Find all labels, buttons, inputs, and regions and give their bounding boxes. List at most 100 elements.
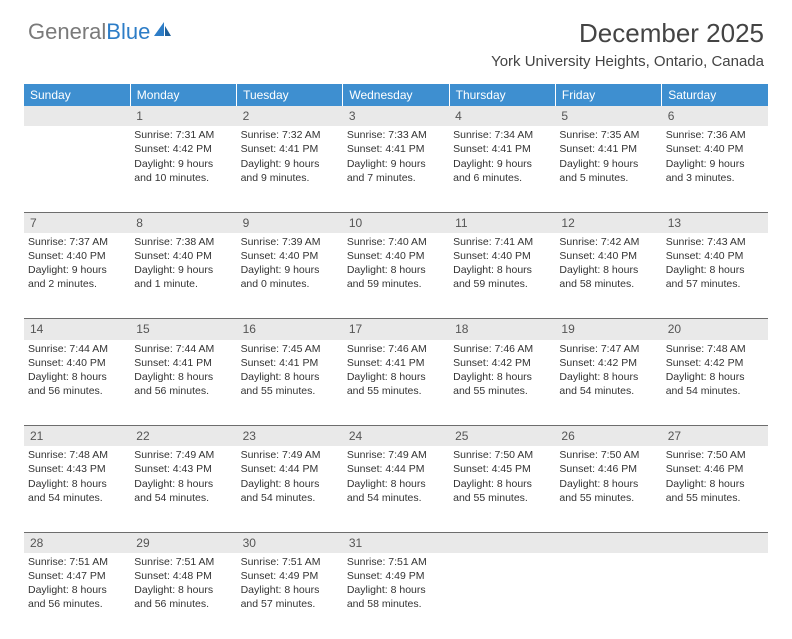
logo-sail-icon <box>152 18 172 44</box>
day-number-row: 21222324252627 <box>24 426 768 447</box>
day-info-line: Sunrise: 7:50 AM <box>559 448 657 462</box>
day-info-line: Sunset: 4:40 PM <box>134 249 232 263</box>
day-info-line: and 54 minutes. <box>134 491 232 505</box>
day-info-line: and 55 minutes. <box>241 384 339 398</box>
day-info-line: Sunset: 4:49 PM <box>347 569 445 583</box>
calendar-table: Sunday Monday Tuesday Wednesday Thursday… <box>24 84 768 639</box>
day-info-line: Daylight: 8 hours <box>666 263 764 277</box>
weekday-header: Friday <box>555 84 661 106</box>
day-info-line: Sunset: 4:42 PM <box>559 356 657 370</box>
day-info-line: Daylight: 9 hours <box>559 157 657 171</box>
day-info-line: and 54 minutes. <box>241 491 339 505</box>
day-body-cell <box>24 126 130 212</box>
day-info-line: Daylight: 9 hours <box>453 157 551 171</box>
day-info-line: and 58 minutes. <box>347 597 445 611</box>
day-info-line: Sunrise: 7:44 AM <box>28 342 126 356</box>
weekday-header: Sunday <box>24 84 130 106</box>
day-info-line: Sunrise: 7:42 AM <box>559 235 657 249</box>
day-body-cell <box>662 553 768 639</box>
day-info-line: and 7 minutes. <box>347 171 445 185</box>
day-number-cell: 20 <box>662 319 768 340</box>
day-number-cell: 26 <box>555 426 661 447</box>
day-body-cell: Sunrise: 7:51 AMSunset: 4:49 PMDaylight:… <box>237 553 343 639</box>
day-info-line: Sunrise: 7:41 AM <box>453 235 551 249</box>
day-number-cell: 9 <box>237 212 343 233</box>
weekday-header-row: Sunday Monday Tuesday Wednesday Thursday… <box>24 84 768 106</box>
day-info-line: Daylight: 9 hours <box>134 263 232 277</box>
day-body-cell: Sunrise: 7:35 AMSunset: 4:41 PMDaylight:… <box>555 126 661 212</box>
day-info-line: Sunset: 4:43 PM <box>134 462 232 476</box>
day-info-line: Sunrise: 7:49 AM <box>134 448 232 462</box>
day-info-line: Sunset: 4:41 PM <box>241 356 339 370</box>
day-info-line: Daylight: 8 hours <box>134 583 232 597</box>
day-info-line: Daylight: 8 hours <box>666 477 764 491</box>
day-info-line: Sunset: 4:44 PM <box>241 462 339 476</box>
day-info-line: Daylight: 9 hours <box>241 157 339 171</box>
day-number-cell: 27 <box>662 426 768 447</box>
day-info-line: Daylight: 8 hours <box>453 370 551 384</box>
day-body-cell: Sunrise: 7:46 AMSunset: 4:42 PMDaylight:… <box>449 340 555 426</box>
day-body-cell: Sunrise: 7:45 AMSunset: 4:41 PMDaylight:… <box>237 340 343 426</box>
day-body-cell: Sunrise: 7:43 AMSunset: 4:40 PMDaylight:… <box>662 233 768 319</box>
day-info-line: Daylight: 8 hours <box>347 263 445 277</box>
day-number-cell: 13 <box>662 212 768 233</box>
day-info-line: Sunset: 4:40 PM <box>241 249 339 263</box>
day-number-cell: 29 <box>130 532 236 553</box>
day-info-line: and 55 minutes. <box>666 491 764 505</box>
day-info-line: Sunset: 4:47 PM <box>28 569 126 583</box>
day-info-line: Sunset: 4:41 PM <box>134 356 232 370</box>
day-number-cell: 6 <box>662 106 768 126</box>
day-body-cell: Sunrise: 7:49 AMSunset: 4:44 PMDaylight:… <box>237 446 343 532</box>
day-info-line: and 55 minutes. <box>347 384 445 398</box>
day-info-line: and 54 minutes. <box>559 384 657 398</box>
day-info-line: Sunrise: 7:50 AM <box>453 448 551 462</box>
day-info-line: Daylight: 8 hours <box>347 583 445 597</box>
day-body-cell: Sunrise: 7:32 AMSunset: 4:41 PMDaylight:… <box>237 126 343 212</box>
day-info-line: and 59 minutes. <box>347 277 445 291</box>
day-body-row: Sunrise: 7:48 AMSunset: 4:43 PMDaylight:… <box>24 446 768 532</box>
day-body-row: Sunrise: 7:37 AMSunset: 4:40 PMDaylight:… <box>24 233 768 319</box>
day-body-cell: Sunrise: 7:47 AMSunset: 4:42 PMDaylight:… <box>555 340 661 426</box>
day-body-cell: Sunrise: 7:46 AMSunset: 4:41 PMDaylight:… <box>343 340 449 426</box>
day-info-line: Sunrise: 7:34 AM <box>453 128 551 142</box>
day-info-line: Daylight: 8 hours <box>347 370 445 384</box>
day-info-line: Sunrise: 7:39 AM <box>241 235 339 249</box>
day-body-cell: Sunrise: 7:48 AMSunset: 4:43 PMDaylight:… <box>24 446 130 532</box>
day-info-line: and 55 minutes. <box>453 384 551 398</box>
day-info-line: Sunrise: 7:51 AM <box>134 555 232 569</box>
day-number-cell: 8 <box>130 212 236 233</box>
day-info-line: Sunrise: 7:38 AM <box>134 235 232 249</box>
day-body-cell: Sunrise: 7:39 AMSunset: 4:40 PMDaylight:… <box>237 233 343 319</box>
day-info-line: Sunrise: 7:48 AM <box>28 448 126 462</box>
day-info-line: Sunrise: 7:49 AM <box>241 448 339 462</box>
day-body-cell: Sunrise: 7:48 AMSunset: 4:42 PMDaylight:… <box>662 340 768 426</box>
day-info-line: Sunset: 4:43 PM <box>28 462 126 476</box>
day-info-line: Sunset: 4:41 PM <box>559 142 657 156</box>
day-info-line: Daylight: 8 hours <box>28 477 126 491</box>
day-number-cell: 15 <box>130 319 236 340</box>
day-info-line: and 5 minutes. <box>559 171 657 185</box>
day-info-line: Sunset: 4:41 PM <box>347 142 445 156</box>
day-info-line: Sunrise: 7:46 AM <box>453 342 551 356</box>
day-info-line: and 57 minutes. <box>666 277 764 291</box>
day-number-cell: 12 <box>555 212 661 233</box>
logo-text-gray: General <box>28 19 106 45</box>
day-info-line: and 58 minutes. <box>559 277 657 291</box>
day-info-line: Sunrise: 7:51 AM <box>241 555 339 569</box>
day-body-cell: Sunrise: 7:44 AMSunset: 4:40 PMDaylight:… <box>24 340 130 426</box>
weekday-header: Monday <box>130 84 236 106</box>
day-number-cell: 21 <box>24 426 130 447</box>
day-number-cell <box>449 532 555 553</box>
day-info-line: Daylight: 8 hours <box>559 477 657 491</box>
day-body-cell: Sunrise: 7:36 AMSunset: 4:40 PMDaylight:… <box>662 126 768 212</box>
day-info-line: Sunset: 4:42 PM <box>453 356 551 370</box>
day-number-cell: 22 <box>130 426 236 447</box>
day-number-cell: 23 <box>237 426 343 447</box>
day-info-line: Sunset: 4:41 PM <box>453 142 551 156</box>
day-info-line: Daylight: 9 hours <box>666 157 764 171</box>
day-info-line: and 57 minutes. <box>241 597 339 611</box>
day-number-row: 14151617181920 <box>24 319 768 340</box>
day-info-line: and 0 minutes. <box>241 277 339 291</box>
day-info-line: Daylight: 9 hours <box>347 157 445 171</box>
day-info-line: Sunrise: 7:37 AM <box>28 235 126 249</box>
